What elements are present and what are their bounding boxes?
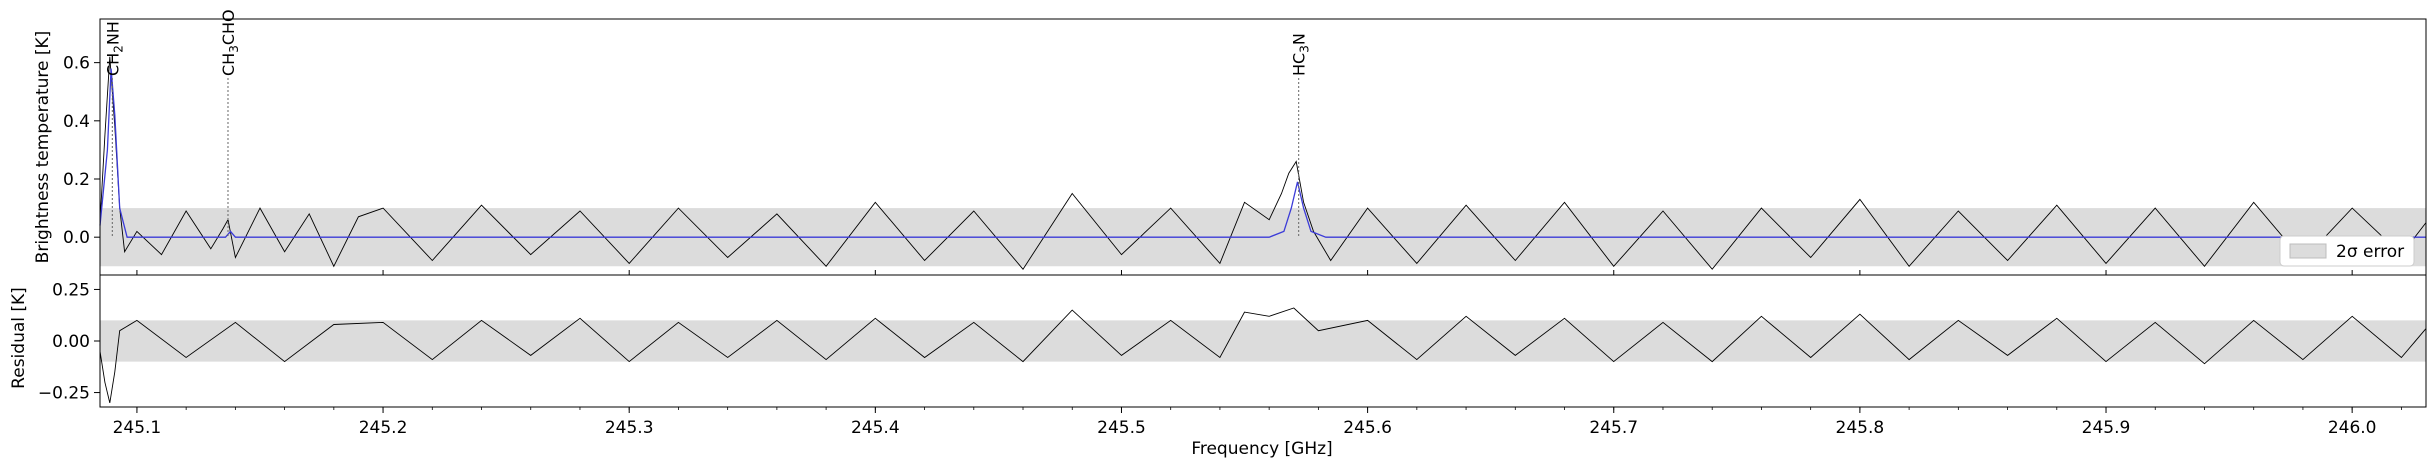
legend-label: 2σ error	[2336, 242, 2404, 262]
y-tick-label: 0.4	[63, 112, 90, 132]
x-tick-label: 245.4	[851, 418, 900, 438]
x-tick-label: 245.5	[1097, 418, 1146, 438]
y-tick-label: 0.0	[63, 228, 90, 248]
x-tick-label: 245.8	[1836, 418, 1885, 438]
x-tick-label: 245.7	[1589, 418, 1638, 438]
y-tick-label: 0.00	[52, 332, 90, 352]
error-band	[100, 320, 2426, 362]
legend: 2σ error	[2279, 235, 2415, 267]
annotation-label: HC3N	[1290, 33, 1312, 76]
y-axis-label-residual: Residual [K]	[9, 287, 29, 389]
y-tick-label: 0.25	[52, 280, 90, 300]
x-tick-label: 245.1	[113, 418, 162, 438]
series-line-residual	[99, 307, 2427, 404]
x-axis-label-frequency: Frequency [GHz]	[1191, 439, 1332, 459]
series-line-model	[99, 68, 2426, 238]
y-tick-label: 0.6	[63, 54, 90, 74]
y-axis-label-brightness: Brightness temperature [K]	[33, 31, 53, 264]
annotation-label: CH2NH	[103, 21, 125, 76]
spectrum-panel: 0.0 0.2 0.4 0.6 CH2NH CH3CHO HC3N	[63, 9, 2427, 276]
x-tick-label: 245.6	[1343, 418, 1392, 438]
y-tick-label: 0.2	[63, 170, 90, 190]
x-tick-label: 245.3	[605, 418, 654, 438]
x-tick-label: 245.9	[2082, 418, 2131, 438]
legend-swatch-error-band	[2289, 243, 2327, 259]
x-tick-label: 245.2	[359, 418, 408, 438]
annotation-label: CH3CHO	[219, 9, 241, 76]
x-tick-label: 246.0	[2328, 418, 2377, 438]
y-tick-label: −0.25	[38, 384, 90, 404]
residual-panel: −0.25 0.00 0.25 245.1 245.2 245.3 245.4 245.5 24…	[38, 274, 2427, 438]
